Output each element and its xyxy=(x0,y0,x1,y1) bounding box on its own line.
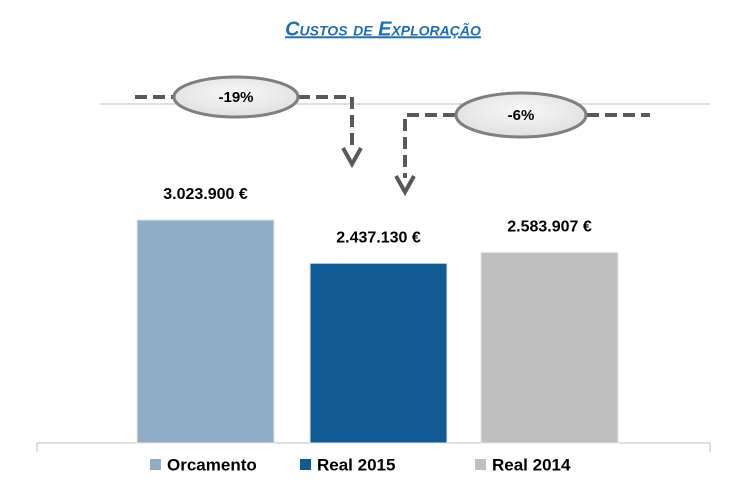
legend-swatch xyxy=(300,459,311,470)
legend-label: Orcamento xyxy=(167,455,257,474)
value-label: 3.023.900 € xyxy=(163,186,248,203)
legend-swatch xyxy=(475,459,486,470)
value-label: 2.437.130 € xyxy=(336,229,421,246)
annotation: -6% xyxy=(508,107,535,124)
annotation: -19% xyxy=(218,89,253,106)
arrow-head xyxy=(394,175,416,197)
arrow-line xyxy=(403,113,455,178)
bar xyxy=(136,219,275,444)
value-label: 2.583.907 € xyxy=(507,219,592,236)
legend-label: Real 2015 xyxy=(317,455,395,474)
annotation-bubble xyxy=(454,91,588,139)
chart-title: Custos de Exploração xyxy=(285,18,481,40)
arrow-line xyxy=(298,95,354,150)
bar xyxy=(480,251,619,444)
arrow-head xyxy=(341,147,363,169)
legend-swatch xyxy=(150,459,161,470)
legend-label: Real 2014 xyxy=(492,455,571,474)
bar xyxy=(309,262,448,444)
annotation-bubble xyxy=(172,75,300,119)
